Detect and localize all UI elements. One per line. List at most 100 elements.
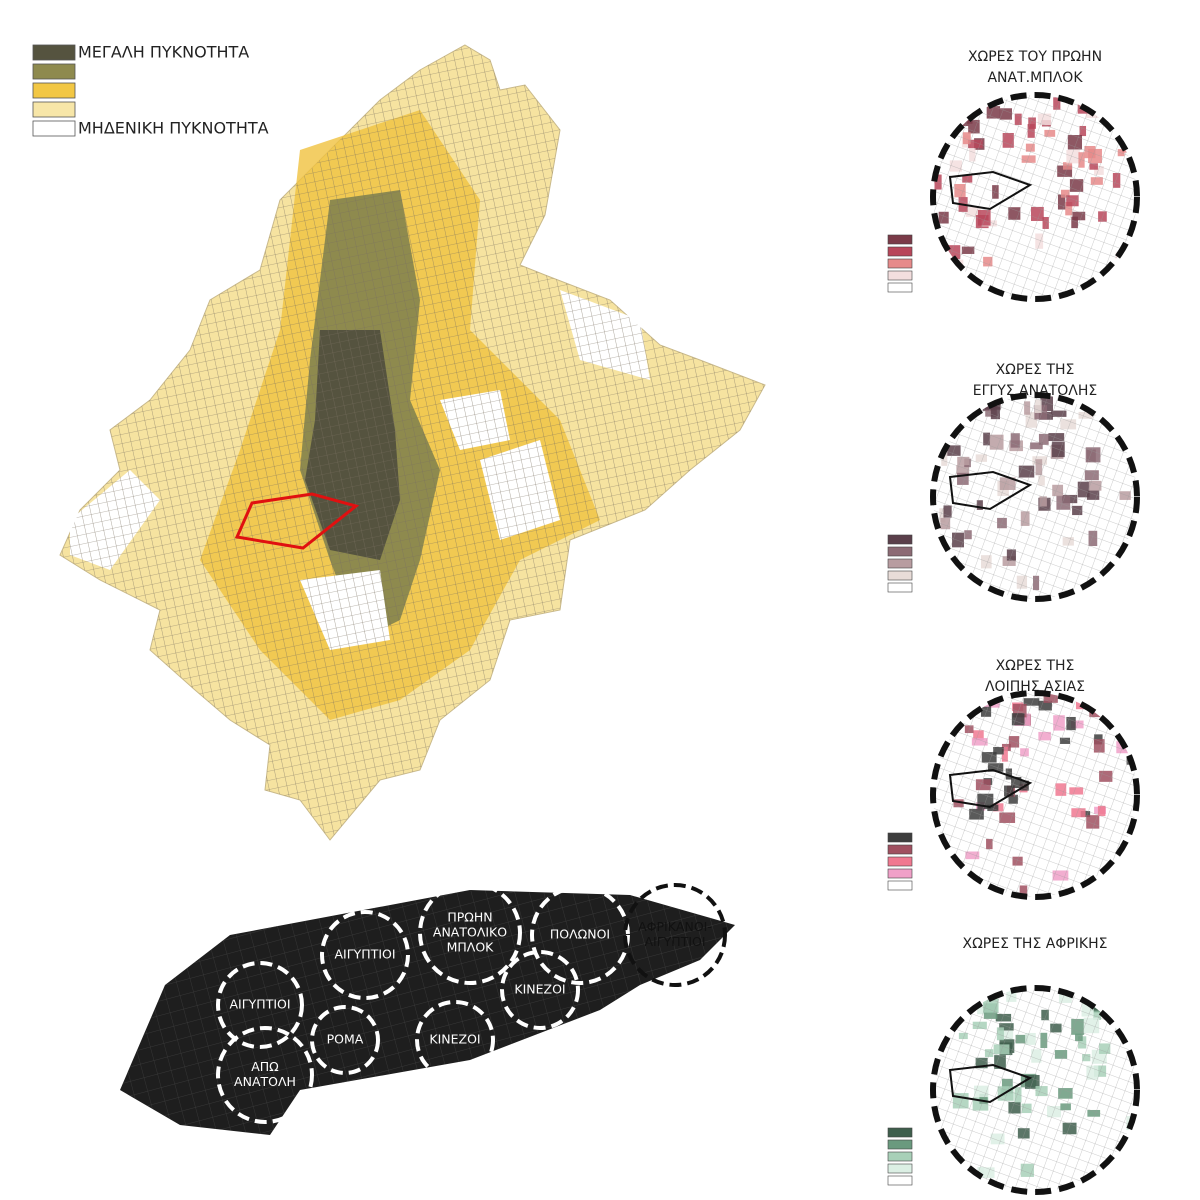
legend-label: ΜΗΔΕΝΙΚΗ ΠΥΚΝΟΤΗΤΑ [78, 119, 269, 138]
panel-ring [930, 392, 1140, 602]
panel-map [933, 988, 1137, 1192]
panel-title: ΧΩΡΕΣ ΤΟΥ ΠΡΩΗΝ [968, 49, 1102, 65]
panel-block [985, 295, 1002, 299]
area-label: ΑΙΓΥΠΤΙΟΙ [229, 997, 290, 1012]
area-label: ΚΙΝΕΖΟΙ [514, 982, 565, 997]
area-label: ΡΟΜΑ [327, 1032, 364, 1047]
panel-block [979, 991, 989, 999]
panel-block [939, 851, 947, 863]
area-circle [320, 910, 410, 1000]
panel-swatch [887, 844, 913, 855]
area-label: ΠΡΩΗΝ [447, 910, 492, 925]
panel-block [1110, 864, 1126, 874]
panel-block [1133, 990, 1137, 1005]
area-label: ΚΙΝΕΖΟΙ [429, 1032, 480, 1047]
panel-block [957, 999, 974, 1007]
panel-block [1104, 574, 1117, 587]
panel: ΧΩΡΕΣ ΤΗΣ ΑΦΡΙΚΗΣ [887, 936, 1140, 1195]
panel-ring [930, 985, 1140, 1195]
area-label: ΑΠΩ [251, 1059, 279, 1074]
panel-title: ΛΟΙΠΗΣ ΑΣΙΑΣ [985, 679, 1085, 695]
panel-map [933, 395, 1137, 599]
panel-swatch [887, 856, 913, 867]
panel-swatch [887, 582, 913, 593]
panel-swatch [887, 1151, 913, 1162]
panel-block [1116, 277, 1130, 284]
panel-swatch [887, 270, 913, 281]
area-circle [216, 1026, 314, 1124]
panel-title: ΕΓΓΥΣ ΑΝΑΤΟΛΗΣ [973, 383, 1097, 399]
panel-swatch [887, 868, 913, 879]
panel: ΧΩΡΕΣ ΤΗΣ ΛΟΙΠΗΣ ΑΣΙΑΣ [887, 658, 1140, 900]
legend-swatch [32, 44, 76, 61]
panel-streets [933, 395, 1137, 599]
panel-block [934, 1146, 948, 1162]
panel-block [1111, 695, 1119, 705]
panel-title: ΧΩΡΕΣ ΤΗΣ ΑΦΡΙΚΗΣ [963, 936, 1108, 952]
panel-swatch [887, 258, 913, 269]
area-circle [418, 881, 522, 985]
panel-title: ΧΩΡΕΣ ΤΗΣ [996, 658, 1075, 674]
panel: ΧΩΡΕΣ ΤΟΥ ΠΡΩΗΝ ΑΝΑΤ.ΜΠΛΟΚ [887, 49, 1140, 302]
legend-swatch [32, 101, 76, 118]
panel-study-area [948, 1063, 1033, 1104]
panel-block [1088, 294, 1103, 299]
area-label: ΠΟΛΩΝΟΙ [550, 927, 610, 942]
panel-block [1127, 698, 1136, 705]
area-circle [216, 961, 304, 1049]
area-label: ΑΙΓΥΠΤΙΟΙ [334, 947, 395, 962]
area-circle [623, 883, 727, 987]
area-circle [530, 885, 630, 985]
panel: ΧΩΡΕΣ ΤΗΣ ΕΓΓΥΣ ΑΝΑΤΟΛΗΣ [887, 362, 1140, 602]
panel-ring [930, 92, 1140, 302]
panel-block [1122, 703, 1133, 715]
panel-block [944, 1006, 956, 1017]
panel-swatch [887, 570, 913, 581]
legend-swatch [32, 120, 76, 137]
panel-block [941, 598, 953, 599]
panel-swatch [887, 1139, 913, 1150]
panel-block [1092, 95, 1107, 103]
panel-swatch [887, 282, 913, 293]
panel-streets [933, 95, 1137, 299]
area-circle [415, 1000, 495, 1080]
panel-swatch [887, 1175, 913, 1186]
panel-swatch [887, 558, 913, 569]
panel-block [1115, 1023, 1132, 1031]
panel-swatch [887, 246, 913, 257]
panel-block [933, 876, 943, 885]
area-label: ΑΝΑΤΟΛΗ [234, 1074, 296, 1089]
panel-block [959, 710, 967, 720]
panel-swatch [887, 546, 913, 557]
area-circle [500, 950, 580, 1030]
area-label: ΑΦΡΙΚΑΝΟΙ- [638, 919, 712, 934]
panel-block [974, 588, 982, 595]
panel-streets [933, 693, 1137, 897]
legend-swatch [32, 82, 76, 99]
legend-swatch [32, 63, 76, 80]
panel-study-area [948, 470, 1033, 511]
map-streets [60, 45, 765, 840]
area-label: ΑΝΑΤΟΛΙΚΟ [433, 925, 507, 940]
panel-map [933, 95, 1137, 299]
panel-swatch [887, 1163, 913, 1174]
panel-swatch [887, 534, 913, 545]
panel-block [1113, 866, 1130, 882]
panel-swatch [887, 234, 913, 245]
density-map [59, 44, 766, 841]
panel-title: ΧΩΡΕΣ ΤΗΣ [996, 362, 1075, 378]
panel-block [966, 884, 980, 897]
panel-block [1075, 590, 1087, 599]
panel-ring [930, 690, 1140, 900]
panel-block [1131, 1010, 1137, 1018]
panel-block [964, 399, 973, 411]
panel-streets [933, 988, 1137, 1192]
panel-swatch [887, 1127, 913, 1138]
panel-swatch [887, 880, 913, 891]
area-circle [310, 1005, 380, 1075]
area-label: ΑΙΓΥΠΤΙΟΙ [644, 934, 705, 949]
legend-label: ΜΕΓΑΛΗ ΠΥΚΝΟΤΗΤΑ [78, 43, 249, 62]
study-area [234, 492, 360, 550]
panel-study-area [948, 170, 1033, 211]
